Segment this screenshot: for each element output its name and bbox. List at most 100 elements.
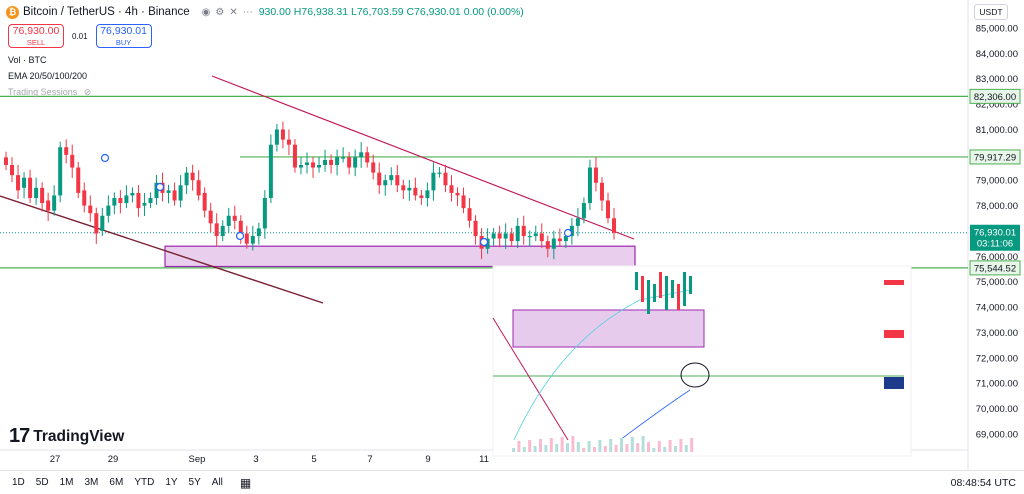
- candle-body: [533, 233, 538, 237]
- sell-label: SELL: [26, 38, 46, 47]
- y-tick-label: 71,000.00: [976, 379, 1018, 390]
- candle-body: [551, 238, 556, 249]
- timeframe-6m[interactable]: 6M: [109, 477, 124, 488]
- spread-value: 0.01: [72, 31, 88, 41]
- candle-body: [58, 147, 63, 196]
- candle-body: [130, 192, 135, 196]
- candle-body: [40, 187, 45, 204]
- inset-volume-bar: [512, 448, 515, 452]
- ohlc-close: C76,930.01: [406, 6, 461, 18]
- candle-body: [347, 157, 352, 168]
- more-icon[interactable]: ⋯: [242, 6, 253, 18]
- candle-body: [455, 192, 460, 196]
- inset-ema-curve: [619, 389, 691, 441]
- candle-body: [274, 129, 279, 145]
- inset-candle: [671, 280, 674, 298]
- price-level-tag: [969, 149, 1021, 165]
- sessions-indicator[interactable]: Trading Sessions ⊘: [8, 87, 91, 98]
- candle-body: [371, 162, 376, 173]
- inset-candle: [659, 272, 662, 298]
- price-level-label: 79,917.29: [974, 152, 1016, 163]
- tradingview-wordmark: TradingView: [33, 427, 125, 445]
- candle-body: [142, 203, 147, 206]
- timeframe-1y[interactable]: 1Y: [165, 477, 178, 488]
- candle-body: [437, 172, 442, 174]
- event-marker-icon: [479, 237, 489, 247]
- inset-volume-bar: [549, 438, 553, 452]
- inset-volume-bar: [614, 445, 618, 452]
- timeframe-1m[interactable]: 1M: [59, 477, 74, 488]
- candle-body: [250, 236, 255, 244]
- timeframe-3m[interactable]: 3M: [84, 477, 99, 488]
- timeframe-1d[interactable]: 1D: [12, 477, 25, 488]
- candle-body: [359, 152, 364, 158]
- candle-body: [401, 185, 406, 191]
- inset-candle: [665, 276, 668, 310]
- event-marker-icon: [563, 228, 573, 238]
- candle-body: [292, 144, 297, 168]
- candle-body: [286, 139, 291, 145]
- candle-body: [612, 218, 617, 233]
- timeframe-5y[interactable]: 5Y: [188, 477, 201, 488]
- timeframe-all[interactable]: All: [211, 477, 223, 488]
- y-tick-label: 82,000.00: [976, 100, 1018, 111]
- symbol-title[interactable]: Bitcoin / TetherUS · 4h · Binance: [23, 6, 190, 18]
- y-tick-label: 79,000.00: [976, 176, 1018, 187]
- currency-selector[interactable]: USDT: [974, 4, 1008, 20]
- buy-price: 76,930.01: [100, 25, 147, 37]
- bitcoin-icon: ₿: [6, 5, 19, 19]
- candle-body: [503, 233, 508, 239]
- calendar-icon[interactable]: ▦: [239, 475, 252, 490]
- inset-volume-bar: [560, 437, 564, 452]
- candle-body: [305, 162, 309, 165]
- price-chart[interactable]: 85,000.00 84,000.00 83,000.00 82,000.00 81,0…: [0, 0, 1024, 470]
- price-level-tag: [969, 88, 1021, 104]
- inset-ema-curve: [513, 289, 691, 441]
- candle-body: [184, 172, 189, 186]
- candle-body: [353, 157, 358, 168]
- candle-body: [467, 208, 472, 221]
- sell-button[interactable]: 76,930.00 SELL: [8, 24, 64, 48]
- utc-clock[interactable]: 08:48:54 UTC: [950, 477, 1016, 489]
- inset-background: [492, 265, 912, 457]
- candle-body: [280, 129, 285, 140]
- y-tick-label: 81,000.00: [976, 125, 1018, 136]
- candle-body: [238, 220, 243, 234]
- inset-volume-bar: [522, 447, 526, 452]
- candle-body: [383, 180, 388, 186]
- ema-indicator[interactable]: EMA 20/50/100/200: [8, 71, 88, 81]
- candle-body: [395, 175, 400, 186]
- inset-volume-bar: [582, 448, 586, 452]
- y-tick-label: 73,000.00: [976, 328, 1018, 339]
- candle-body: [413, 187, 418, 196]
- candle-body: [491, 233, 496, 239]
- timeframe-5d[interactable]: 5D: [35, 477, 49, 488]
- inset-candle: [653, 284, 656, 302]
- candle-body: [112, 197, 117, 206]
- inset-candle: [689, 276, 692, 294]
- candle-body: [407, 187, 412, 191]
- inset-volume-bar: [647, 442, 650, 452]
- sell-price: 76,930.00: [12, 25, 60, 37]
- inset-volume-bar: [609, 439, 613, 452]
- candle-body: [587, 167, 592, 204]
- candle-body: [16, 175, 21, 191]
- hidden-eye-icon[interactable]: ⊘: [83, 87, 92, 97]
- eye-icon[interactable]: ◉: [201, 6, 211, 18]
- candle-body: [94, 213, 99, 234]
- price-level-tag: [969, 260, 1021, 276]
- timeframe-ytd[interactable]: YTD: [134, 477, 155, 488]
- volume-indicator[interactable]: Vol · BTC: [8, 55, 47, 65]
- buy-button[interactable]: 76,930.01 BUY: [95, 24, 152, 48]
- candle-body: [214, 223, 219, 237]
- candle-body: [208, 210, 213, 224]
- price-level-label: 82,306.00: [974, 92, 1016, 103]
- inset-volume-bar: [625, 444, 629, 452]
- x-tick-label: 3: [253, 454, 258, 465]
- candle-body: [317, 164, 322, 168]
- candle-body: [298, 164, 303, 168]
- settings-icon[interactable]: ⚙: [215, 6, 225, 18]
- close-icon[interactable]: ✕: [229, 6, 238, 18]
- candle-body: [473, 220, 478, 237]
